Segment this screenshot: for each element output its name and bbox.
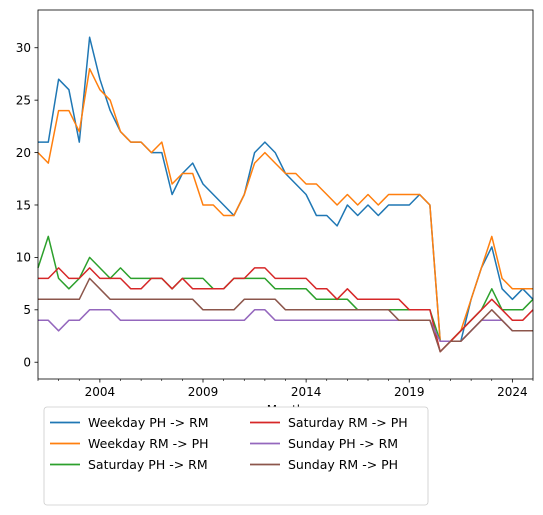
legend-label-1: Weekday PH -> RM [88, 415, 209, 430]
y-tick-label: 30 [16, 41, 31, 55]
x-tick-label: 2009 [188, 385, 219, 399]
legend-label-4: Saturday RM -> PH [288, 415, 408, 430]
legend-label-3: Saturday PH -> RM [88, 457, 208, 472]
series-line-1 [38, 36, 534, 343]
legend-label-2: Weekday RM -> PH [88, 436, 209, 451]
legend-box [43, 406, 429, 506]
y-tick-label: 25 [16, 93, 31, 107]
x-tick-label: 2004 [85, 385, 116, 399]
plot-area-frame [37, 9, 534, 380]
y-tick-label: 10 [16, 251, 31, 265]
x-tick-label: 2019 [394, 385, 425, 399]
legend: Weekday PH -> RM Weekday RM -> PH Saturday… [43, 406, 429, 506]
series-line-3 [37, 235, 534, 343]
y-tick-label: 0 [23, 356, 31, 370]
legend-label-6: Sunday RM -> PH [288, 457, 398, 472]
series-line-5 [38, 309, 533, 343]
series-layer [37, 36, 534, 353]
y-tick-label: 15 [16, 198, 31, 212]
y-tick-label: 5 [23, 303, 31, 317]
series-line-6 [38, 277, 533, 353]
x-tick-label: 2014 [291, 385, 322, 399]
series-line-2 [37, 67, 533, 343]
axis-ticks: 0 5 10 15 20 25 30 2004 2009 2014 2019 2024 [16, 41, 534, 399]
x-tick-label: 2024 [497, 385, 528, 399]
legend-label-5: Sunday PH -> RM [288, 436, 398, 451]
y-tick-label: 20 [16, 146, 31, 160]
